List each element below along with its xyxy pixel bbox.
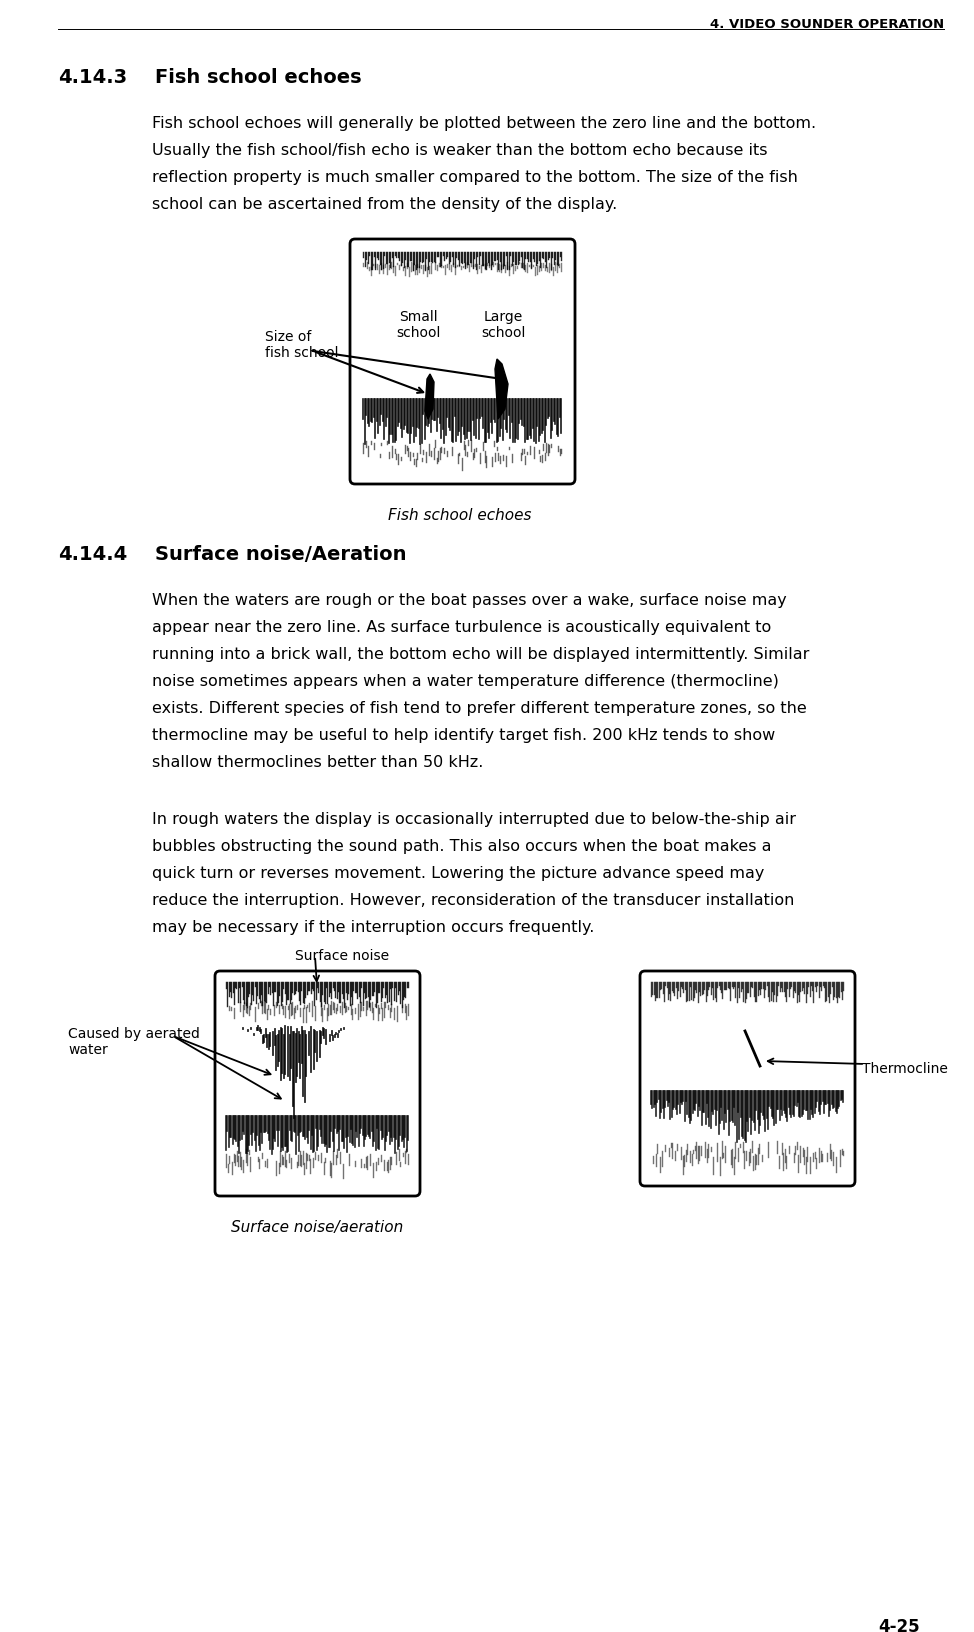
Polygon shape bbox=[425, 375, 434, 419]
Text: thermocline may be useful to help identify target fish. 200 kHz tends to show: thermocline may be useful to help identi… bbox=[152, 728, 775, 743]
Text: exists. Different species of fish tend to prefer different temperature zones, so: exists. Different species of fish tend t… bbox=[152, 700, 806, 715]
Text: Fish school echoes: Fish school echoes bbox=[389, 508, 532, 522]
Text: 4-25: 4-25 bbox=[879, 1617, 920, 1632]
Text: Surface noise: Surface noise bbox=[295, 948, 390, 963]
Text: school can be ascertained from the density of the display.: school can be ascertained from the densi… bbox=[152, 197, 618, 212]
Text: 4.14.3: 4.14.3 bbox=[58, 69, 128, 86]
Text: appear near the zero line. As surface turbulence is acoustically equivalent to: appear near the zero line. As surface tu… bbox=[152, 620, 771, 635]
Text: Surface noise/aeration: Surface noise/aeration bbox=[231, 1219, 403, 1234]
Text: Fish school echoes will generally be plotted between the zero line and the botto: Fish school echoes will generally be plo… bbox=[152, 116, 816, 131]
Text: reduce the interruption. However, reconsideration of the transducer installation: reduce the interruption. However, recons… bbox=[152, 893, 795, 907]
FancyBboxPatch shape bbox=[215, 971, 420, 1196]
Text: When the waters are rough or the boat passes over a wake, surface noise may: When the waters are rough or the boat pa… bbox=[152, 592, 787, 607]
Text: Caused by aerated
water: Caused by aerated water bbox=[68, 1027, 200, 1056]
Text: 4. VIDEO SOUNDER OPERATION: 4. VIDEO SOUNDER OPERATION bbox=[710, 18, 944, 31]
Text: quick turn or reverses movement. Lowering the picture advance speed may: quick turn or reverses movement. Lowerin… bbox=[152, 865, 765, 880]
FancyBboxPatch shape bbox=[350, 240, 575, 485]
FancyBboxPatch shape bbox=[640, 971, 855, 1186]
Text: Usually the fish school/fish echo is weaker than the bottom echo because its: Usually the fish school/fish echo is wea… bbox=[152, 144, 768, 158]
Text: shallow thermoclines better than 50 kHz.: shallow thermoclines better than 50 kHz. bbox=[152, 754, 483, 770]
Text: Small
school: Small school bbox=[395, 310, 440, 339]
Text: may be necessary if the interruption occurs frequently.: may be necessary if the interruption occ… bbox=[152, 919, 594, 935]
Text: noise sometimes appears when a water temperature difference (thermocline): noise sometimes appears when a water tem… bbox=[152, 674, 779, 689]
Text: Fish school echoes: Fish school echoes bbox=[155, 69, 361, 86]
Text: running into a brick wall, the bottom echo will be displayed intermittently. Sim: running into a brick wall, the bottom ec… bbox=[152, 646, 809, 661]
Text: 4.14.4: 4.14.4 bbox=[58, 545, 128, 563]
Text: Size of
fish school: Size of fish school bbox=[265, 330, 339, 361]
Text: In rough waters the display is occasionally interrupted due to below-the-ship ai: In rough waters the display is occasiona… bbox=[152, 811, 796, 826]
Text: Large
school: Large school bbox=[481, 310, 525, 339]
Text: reflection property is much smaller compared to the bottom. The size of the fish: reflection property is much smaller comp… bbox=[152, 170, 798, 184]
Polygon shape bbox=[495, 359, 508, 419]
Text: bubbles obstructing the sound path. This also occurs when the boat makes a: bubbles obstructing the sound path. This… bbox=[152, 839, 771, 854]
Text: Thermocline: Thermocline bbox=[862, 1061, 948, 1075]
Text: Surface noise/Aeration: Surface noise/Aeration bbox=[155, 545, 406, 563]
